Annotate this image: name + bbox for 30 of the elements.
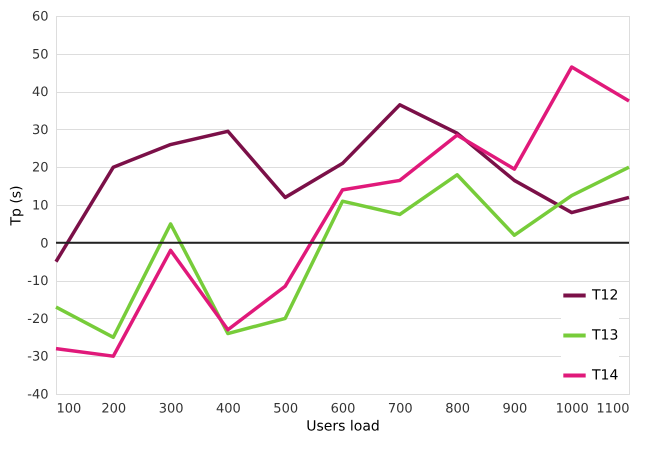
legend-label: T12 bbox=[591, 288, 618, 304]
x-tick-label: 1100 bbox=[596, 402, 630, 416]
y-tick-label: 30 bbox=[32, 122, 48, 138]
y-tick-label: 60 bbox=[32, 10, 48, 24]
legend-label: T13 bbox=[591, 328, 618, 344]
x-tick-label: 700 bbox=[388, 402, 413, 416]
x-tick-label: 200 bbox=[101, 402, 126, 416]
x-tick-label: 400 bbox=[216, 402, 241, 416]
y-tick-label: 10 bbox=[32, 198, 48, 214]
y-tick-label: -40 bbox=[27, 388, 48, 402]
line-series bbox=[54, 65, 631, 358]
x-tick-label: 500 bbox=[273, 402, 298, 416]
line-series bbox=[54, 103, 631, 264]
y-tick-label: 20 bbox=[32, 160, 48, 176]
x-tick-label: 1000 bbox=[556, 402, 589, 416]
y-tick-label: -30 bbox=[27, 350, 48, 365]
x-tick-label: 100 bbox=[56, 402, 82, 416]
x-tick-label: 300 bbox=[158, 402, 184, 416]
y-tick-label: -10 bbox=[27, 274, 48, 290]
y-tick-label: -20 bbox=[27, 312, 48, 327]
y-tick-label: 40 bbox=[32, 85, 48, 100]
y-axis-title: Tp (s) bbox=[8, 185, 24, 227]
x-axis-title: Users load bbox=[306, 418, 380, 434]
legend-label: T14 bbox=[591, 368, 618, 384]
x-tick-label: 900 bbox=[502, 402, 528, 416]
x-tick-label: 600 bbox=[330, 402, 356, 416]
x-tick-label: 800 bbox=[445, 402, 470, 416]
y-tick-label: 0 bbox=[40, 236, 48, 252]
line-series bbox=[54, 165, 631, 340]
y-tick-label: 50 bbox=[32, 47, 48, 62]
